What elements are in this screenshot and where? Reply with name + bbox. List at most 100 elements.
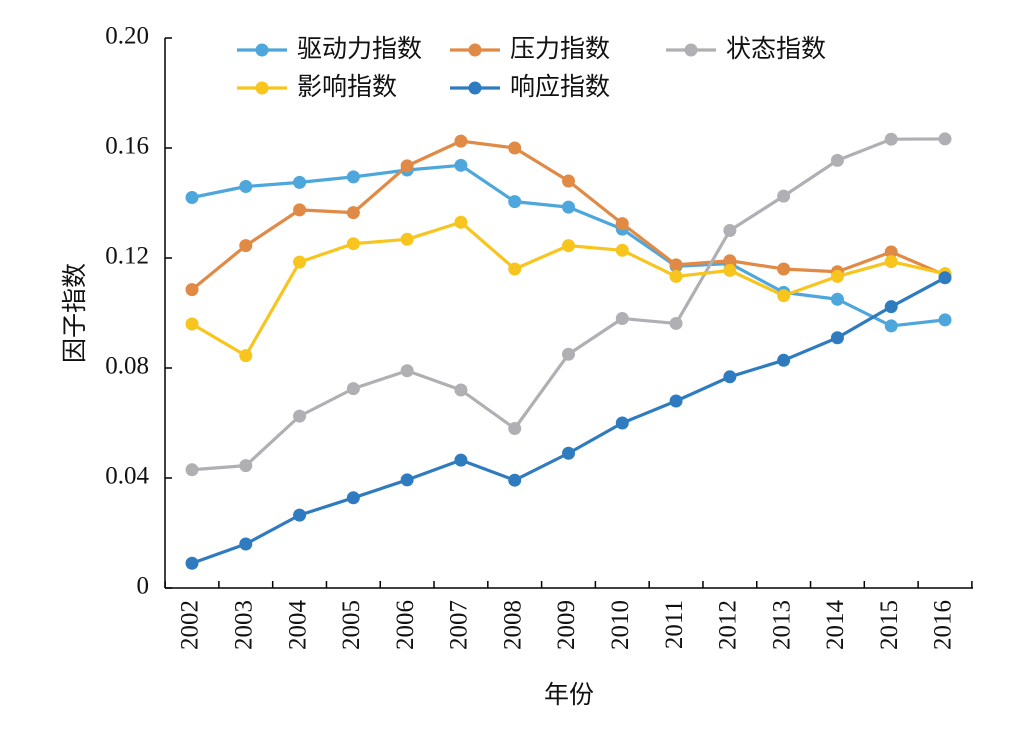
data-point — [884, 300, 898, 314]
y-tick-label: 0.08 — [105, 353, 149, 380]
data-point — [830, 331, 844, 345]
data-point — [562, 446, 575, 460]
data-point — [723, 370, 737, 384]
data-point — [615, 243, 629, 257]
data-point — [669, 394, 683, 408]
data-point — [562, 174, 575, 188]
data-point — [830, 292, 844, 306]
data-point — [508, 262, 522, 276]
x-tick-label: 2006 — [392, 600, 419, 650]
x-tick-label: 2004 — [284, 600, 311, 651]
legend-marker — [468, 43, 482, 57]
data-point — [239, 180, 253, 193]
y-axis-title: 因子指数 — [60, 263, 89, 363]
x-tick-label: 2003 — [231, 600, 258, 650]
legend-item: 驱动力指数 — [237, 34, 422, 63]
data-point — [723, 254, 737, 268]
x-ticks: 2002 2003 2004 2005 2006 2007 2008 2009 2010 2011… — [164, 581, 973, 651]
data-point — [723, 263, 737, 277]
legend-label: 影响指数 — [297, 72, 397, 101]
series-line — [191, 137, 946, 472]
series-line — [191, 276, 946, 565]
data-point — [454, 134, 468, 148]
data-point — [454, 215, 468, 229]
data-point — [884, 319, 898, 333]
legend-label: 响应指数 — [510, 72, 610, 101]
legend-item: 响应指数 — [450, 72, 610, 101]
data-point — [293, 409, 307, 423]
y-tick-label: 0.04 — [105, 463, 149, 490]
y-tick-label: 0 — [137, 573, 150, 600]
data-point — [454, 453, 468, 467]
data-point — [346, 170, 360, 184]
legend-item: 压力指数 — [450, 34, 610, 63]
x-tick-label: 2005 — [338, 600, 365, 650]
legend-marker — [255, 43, 269, 57]
axes — [164, 38, 973, 589]
data-point — [293, 203, 307, 217]
data-point — [777, 262, 791, 276]
y-tick-label: 0.20 — [105, 23, 149, 50]
data-point — [884, 132, 898, 146]
legend-label: 状态指数 — [726, 34, 826, 63]
x-axis-title: 年份 — [544, 680, 594, 709]
data-point — [400, 159, 414, 173]
series-2 — [185, 132, 952, 477]
data-point — [615, 312, 629, 325]
y-ticks: 0 0.04 0.08 0.12 0.16 0.20 — [105, 23, 172, 600]
data-point — [777, 289, 791, 303]
legend-label: 驱动力指数 — [297, 34, 422, 63]
data-point — [669, 258, 683, 272]
data-point — [454, 158, 468, 172]
x-tick-label: 2016 — [930, 600, 957, 650]
legend-marker — [468, 81, 482, 95]
x-tick-label: 2010 — [607, 600, 634, 650]
data-point — [239, 239, 253, 253]
data-point — [938, 271, 952, 285]
data-point — [938, 313, 952, 327]
legend-label: 压力指数 — [510, 34, 610, 63]
x-tick-label: 2015 — [876, 600, 903, 650]
data-point — [346, 491, 360, 505]
x-tick-label: 2011 — [661, 600, 688, 649]
legend-marker — [255, 81, 269, 95]
data-point — [938, 132, 952, 146]
x-tick-label: 2008 — [499, 600, 526, 650]
data-point — [777, 189, 791, 203]
legend-item: 影响指数 — [237, 72, 397, 101]
data-point — [723, 224, 737, 237]
series-4 — [185, 271, 952, 570]
data-point — [669, 316, 683, 330]
series-3 — [185, 215, 952, 363]
data-point — [508, 141, 522, 155]
data-point — [185, 556, 199, 570]
data-point — [830, 269, 844, 283]
data-point — [400, 232, 414, 246]
data-point — [185, 463, 199, 477]
data-point — [400, 473, 414, 487]
y-tick-label: 0.12 — [105, 243, 149, 270]
data-point — [884, 245, 898, 259]
data-point — [562, 200, 575, 214]
data-point — [346, 206, 360, 220]
data-point — [346, 382, 360, 396]
data-point — [239, 349, 253, 363]
data-point — [239, 537, 253, 551]
x-tick-label: 2013 — [768, 600, 795, 650]
data-point — [293, 175, 307, 189]
data-point — [293, 255, 307, 269]
data-point — [346, 237, 360, 251]
data-point — [777, 353, 791, 367]
data-point — [454, 383, 468, 397]
data-point — [508, 473, 522, 487]
x-tick-label: 2009 — [553, 600, 580, 650]
series-layer — [185, 132, 952, 570]
data-point — [562, 239, 575, 253]
data-point — [508, 422, 522, 435]
data-point — [185, 283, 199, 297]
x-tick-label: 2002 — [177, 600, 204, 650]
y-tick-label: 0.16 — [105, 133, 149, 160]
data-point — [884, 255, 898, 269]
